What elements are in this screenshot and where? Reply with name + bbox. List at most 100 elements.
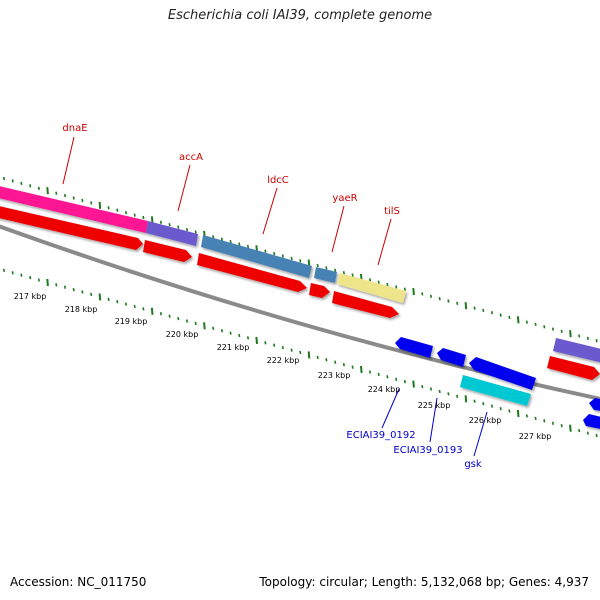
minor-tick — [386, 282, 389, 287]
tick-label: 220 kbp — [166, 330, 199, 339]
minor-tick — [543, 325, 546, 329]
gene-label-ECIAI39_0192[interactable]: ECIAI39_0192 — [346, 430, 415, 441]
minor-tick — [290, 348, 293, 352]
minor-tick — [403, 380, 406, 384]
tick-label: 217 kbp — [14, 292, 47, 301]
minor-tick — [246, 244, 250, 249]
minor-tick — [185, 319, 189, 323]
outer-tick-track — [2, 176, 598, 343]
minor-tick — [37, 278, 40, 282]
minor-tick — [107, 206, 110, 210]
major-tick — [516, 409, 520, 418]
minor-tick — [142, 215, 145, 220]
major-tick — [307, 351, 311, 359]
gene-label-ldcC[interactable]: ldcC — [267, 175, 289, 186]
gene-label-gsk[interactable]: gsk — [464, 459, 482, 470]
minor-tick — [220, 329, 223, 333]
minor-tick — [508, 315, 511, 320]
minor-tick — [11, 179, 14, 183]
minor-tick — [456, 301, 459, 306]
minor-tick — [525, 320, 528, 324]
major-tick — [255, 336, 258, 344]
ldcC-cds-arrow[interactable] — [197, 253, 307, 292]
minor-tick — [325, 358, 328, 362]
minor-tick — [20, 273, 23, 277]
ECIAI39_0192-cds-arrow[interactable] — [395, 337, 433, 358]
minor-tick — [168, 314, 171, 318]
minor-tick — [403, 287, 406, 291]
minor-tick — [116, 300, 119, 304]
right-blue-cds-arrow-2[interactable] — [583, 414, 600, 431]
tick-label: 222 kbp — [267, 356, 300, 365]
dnaE-feature[interactable] — [0, 184, 148, 233]
minor-tick — [212, 326, 215, 330]
accA-feature[interactable] — [146, 221, 198, 246]
minor-tick — [81, 290, 84, 294]
tilS-feature[interactable] — [337, 273, 406, 303]
right-blue-cds-arrow[interactable] — [589, 398, 600, 412]
minor-tick — [543, 419, 546, 423]
ldcC-pointer — [262, 187, 278, 235]
minor-tick — [159, 312, 162, 316]
minor-tick — [578, 334, 581, 338]
gene-label-dnaE[interactable]: dnaE — [62, 123, 87, 134]
minor-tick — [194, 321, 197, 326]
minor-tick — [238, 333, 241, 338]
minor-tick — [482, 402, 485, 406]
minor-tick — [377, 372, 380, 377]
right-purple-feature[interactable] — [553, 338, 600, 364]
minor-tick — [508, 409, 511, 413]
major-tick — [412, 380, 415, 388]
minor-tick — [421, 292, 424, 296]
gsk-cds-arrow[interactable] — [469, 357, 536, 390]
ECIAI39_0193-cds-arrow[interactable] — [437, 348, 466, 367]
minor-tick — [490, 404, 494, 408]
major-tick — [150, 307, 154, 315]
minor-tick — [81, 198, 84, 203]
minor-tick — [290, 256, 293, 261]
minor-tick — [72, 287, 75, 292]
minor-tick — [560, 424, 563, 428]
gene-label-accA[interactable]: accA — [179, 152, 203, 163]
tick-label: 224 kbp — [368, 385, 401, 394]
gene-label-tilS[interactable]: tilS — [384, 206, 400, 217]
yaeR-feature[interactable] — [314, 267, 337, 283]
minor-tick — [55, 191, 58, 195]
minor-tick — [246, 336, 250, 340]
minor-tick — [177, 316, 180, 321]
minor-tick — [212, 235, 215, 239]
accession-text: Accession: NC_011750 — [10, 575, 147, 589]
yaeR-cds-arrow[interactable] — [309, 283, 330, 298]
minor-tick — [551, 421, 555, 425]
accA-cds-arrow[interactable] — [143, 240, 192, 262]
dnaE-pointer — [62, 136, 75, 185]
minor-tick — [586, 431, 589, 435]
minor-tick — [116, 208, 119, 212]
minor-tick — [351, 365, 354, 369]
major-tick — [46, 278, 49, 286]
major-tick — [464, 302, 468, 310]
minor-tick — [429, 387, 433, 391]
tick-label: 218 kbp — [65, 305, 98, 314]
ldcC-feature[interactable] — [201, 235, 312, 278]
tick-label: 225 kbp — [418, 401, 451, 410]
minor-tick — [534, 322, 537, 327]
minor-tick — [90, 292, 93, 297]
minor-tick — [499, 313, 502, 317]
right-red-cds-arrow[interactable] — [547, 356, 600, 380]
gene-label-yaeR[interactable]: yaeR — [332, 193, 357, 204]
minor-tick — [281, 345, 284, 350]
tilS-cds-arrow[interactable] — [332, 291, 399, 318]
minor-tick — [63, 193, 67, 198]
gene-label-ECIAI39_0193[interactable]: ECIAI39_0193 — [393, 445, 462, 456]
tick-label: 226 kbp — [469, 416, 502, 425]
minor-tick — [534, 416, 537, 421]
major-tick — [412, 288, 415, 296]
gsk-feature[interactable] — [460, 375, 531, 406]
dnaE-cds-arrow[interactable] — [0, 204, 143, 250]
minor-tick — [2, 268, 6, 273]
tick-label: 219 kbp — [115, 317, 148, 326]
minor-tick — [334, 268, 337, 272]
